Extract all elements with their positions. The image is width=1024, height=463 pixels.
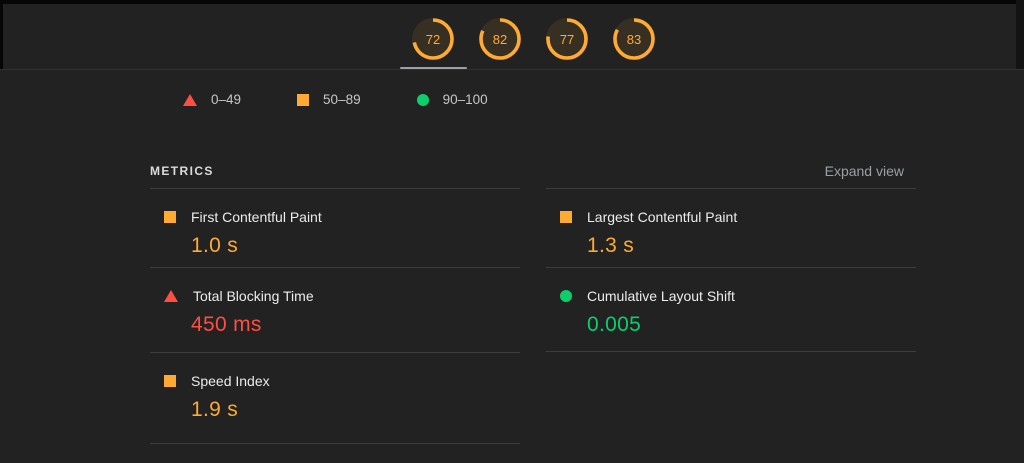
metrics-heading: METRICS <box>150 164 214 178</box>
square-icon <box>164 375 176 387</box>
score-value: 77 <box>559 31 575 47</box>
score-value: 83 <box>626 31 642 47</box>
triangle-icon <box>164 290 178 302</box>
metrics-column-left: First Contentful Paint 1.0 s Total Block… <box>150 188 520 444</box>
gauge-ring-icon <box>613 18 655 60</box>
score-gauges: 72 82 77 83 <box>411 17 656 61</box>
metric-label: Speed Index <box>191 373 270 389</box>
legend-item-poor: 0–49 <box>183 92 241 107</box>
metric-label: Cumulative Layout Shift <box>587 288 735 304</box>
legend-range-label: 90–100 <box>442 92 488 107</box>
square-icon <box>297 93 310 106</box>
score-gauge[interactable]: 72 <box>411 17 455 61</box>
active-tab-indicator <box>400 67 467 69</box>
expand-view-button[interactable]: Expand view <box>824 163 904 179</box>
score-value: 72 <box>425 31 441 47</box>
score-value: 82 <box>492 31 508 47</box>
legend-item-good: 90–100 <box>416 92 488 107</box>
metric-value: 1.3 s <box>587 234 635 257</box>
window-top-edge <box>0 0 1024 4</box>
metric-label: First Contentful Paint <box>191 209 322 225</box>
circle-icon <box>416 93 429 106</box>
window-left-edge <box>0 0 3 69</box>
score-legend: 0–49 50–89 90–100 <box>183 92 488 107</box>
metric-card: Speed Index 1.9 s <box>150 352 520 444</box>
legend-range-label: 0–49 <box>211 92 242 107</box>
gauge-ring-icon <box>546 18 588 60</box>
legend-range-label: 50–89 <box>323 92 361 107</box>
metric-value: 0.005 <box>587 313 642 336</box>
metrics-section: METRICS Expand view First Contentful Pai… <box>150 154 916 444</box>
gauge-ring-icon <box>479 18 521 60</box>
window-right-edge <box>1016 0 1024 69</box>
metric-value: 1.9 s <box>191 398 239 421</box>
metrics-header: METRICS Expand view <box>150 154 916 188</box>
metric-card: Cumulative Layout Shift 0.005 <box>546 267 916 352</box>
square-icon <box>560 211 572 223</box>
metric-label: Total Blocking Time <box>193 288 314 304</box>
metric-card: Total Blocking Time 450 ms <box>150 267 520 352</box>
circle-icon <box>560 290 572 302</box>
metrics-column-right: Largest Contentful Paint 1.3 s Cumulativ… <box>546 188 916 444</box>
score-gauge[interactable]: 82 <box>478 17 522 61</box>
score-gauge[interactable]: 83 <box>612 17 656 61</box>
metric-card: Largest Contentful Paint 1.3 s <box>546 188 916 267</box>
square-icon <box>164 211 176 223</box>
metric-label: Largest Contentful Paint <box>587 209 738 225</box>
score-gauge[interactable]: 77 <box>545 17 589 61</box>
score-header-bar: 72 82 77 83 <box>0 0 1024 70</box>
legend-item-average: 50–89 <box>297 92 361 107</box>
gauge-ring-icon <box>412 18 454 60</box>
metrics-grid: First Contentful Paint 1.0 s Total Block… <box>150 188 916 444</box>
metric-value: 1.0 s <box>191 234 239 257</box>
metric-value: 450 ms <box>191 313 262 336</box>
triangle-icon <box>183 93 197 106</box>
metric-card: First Contentful Paint 1.0 s <box>150 188 520 267</box>
